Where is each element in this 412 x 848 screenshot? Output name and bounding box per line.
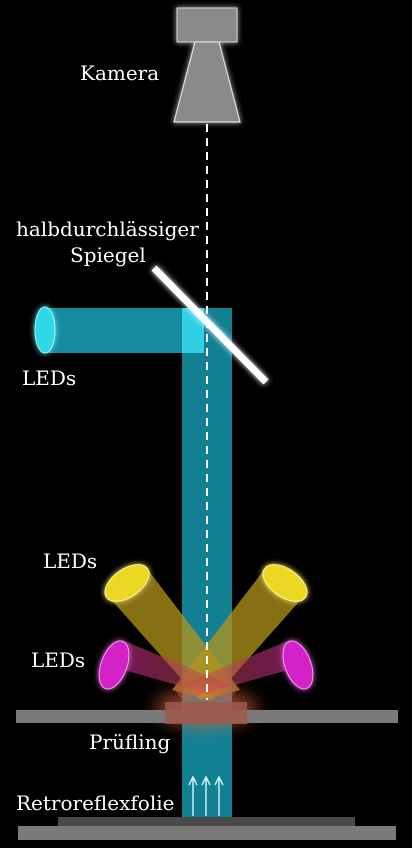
led-magenta-right-face [282, 640, 314, 690]
led-magenta-left [98, 640, 130, 690]
arrow-2-head [201, 775, 211, 786]
beam-overlap [182, 308, 204, 353]
retroreflex-foil [58, 817, 355, 826]
led-magenta-right [282, 640, 314, 690]
yellow-led-beams [108, 570, 304, 700]
label-specimen: Prüfling [89, 730, 171, 754]
arrow-1-head [188, 775, 198, 786]
led-yellow-right-face [262, 564, 308, 602]
label-leds-middle: LEDs [43, 549, 97, 573]
label-leds-lower: LEDs [31, 648, 85, 672]
led-top-cyan [34, 306, 56, 354]
camera-lens-cone [173, 41, 241, 123]
camera-body [176, 7, 238, 43]
label-mirror-line1: halbdurchlässiger [16, 217, 199, 241]
specimen [165, 702, 247, 724]
label-leds-top: LEDs [22, 366, 76, 390]
camera [173, 7, 241, 123]
label-mirror-line2: Spiegel [70, 243, 146, 267]
led-yellow-left-face [104, 564, 150, 602]
led-magenta-left-face [98, 640, 130, 690]
led-yellow-left [104, 564, 150, 602]
label-camera: Kamera [80, 61, 159, 85]
yellow-beam-right [172, 570, 304, 700]
led-top-face [34, 306, 56, 354]
half-transparent-mirror [151, 265, 269, 385]
horizontal-cyan-beam [44, 308, 204, 353]
base-plate [18, 826, 396, 840]
label-retroreflex-foil: Retroreflexfolie [16, 791, 174, 815]
arrow-3-head [214, 775, 224, 786]
led-yellow-right [262, 564, 308, 602]
reflection-arrows [188, 775, 224, 816]
